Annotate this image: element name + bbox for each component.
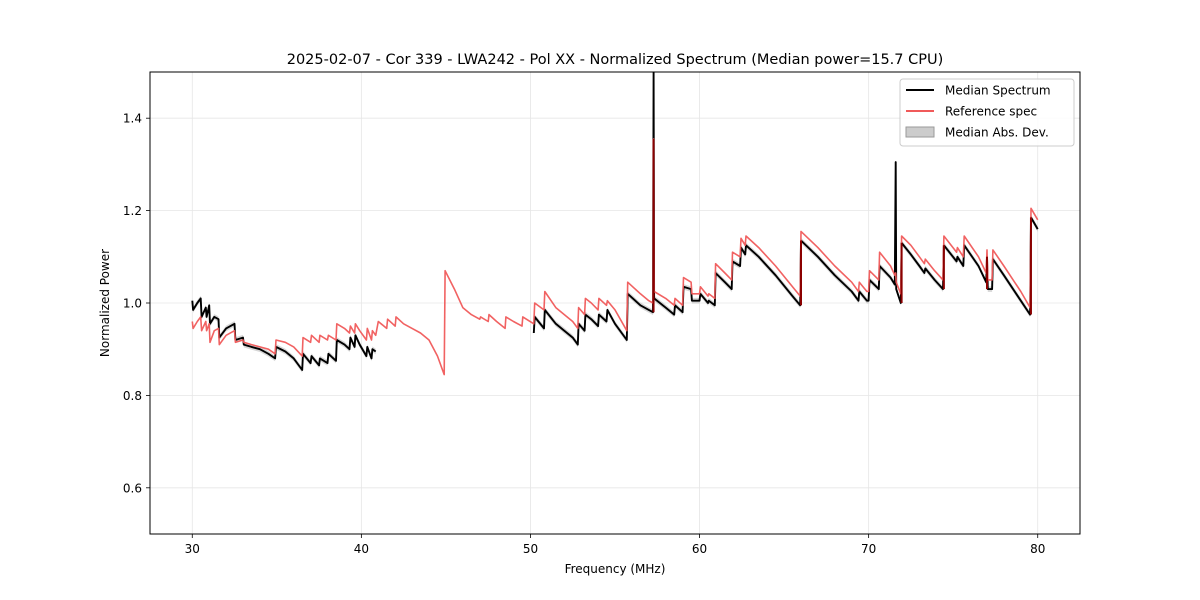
x-axis-ticks: 30 40 50 60 70 80 xyxy=(185,534,1045,556)
x-tick-label: 80 xyxy=(1030,542,1045,556)
y-tick-label: 0.8 xyxy=(123,389,142,403)
reference-spectrum-line xyxy=(191,138,1039,376)
y-axis-label: Normalized Power xyxy=(98,249,112,357)
y-tick-label: 1.4 xyxy=(123,112,142,126)
mad-band xyxy=(192,295,376,373)
x-axis-label: Frequency (MHz) xyxy=(565,562,666,576)
x-tick-label: 70 xyxy=(861,542,876,556)
y-axis-ticks: 0.6 0.8 1.0 1.2 1.4 xyxy=(123,112,150,495)
y-tick-label: 0.6 xyxy=(123,481,142,495)
legend-reference-label: Reference spec xyxy=(945,105,1037,119)
median-spectrum-line xyxy=(191,297,377,371)
grid xyxy=(150,72,1080,534)
chart-title: 2025-02-07 - Cor 339 - LWA242 - Pol XX -… xyxy=(287,52,944,68)
x-tick-label: 40 xyxy=(354,542,369,556)
legend: Median Spectrum Reference spec Median Ab… xyxy=(899,78,1075,147)
x-tick-label: 50 xyxy=(523,542,538,556)
x-tick-label: 60 xyxy=(692,542,707,556)
plot-series xyxy=(191,72,1039,376)
y-tick-label: 1.0 xyxy=(123,297,142,311)
legend-mad-swatch xyxy=(905,126,935,138)
y-tick-label: 1.2 xyxy=(123,204,142,218)
legend-median-label: Median Spectrum xyxy=(945,84,1051,98)
legend-mad-label: Median Abs. Dev. xyxy=(945,126,1049,140)
legend-box xyxy=(899,78,1075,147)
x-tick-label: 30 xyxy=(185,542,200,556)
